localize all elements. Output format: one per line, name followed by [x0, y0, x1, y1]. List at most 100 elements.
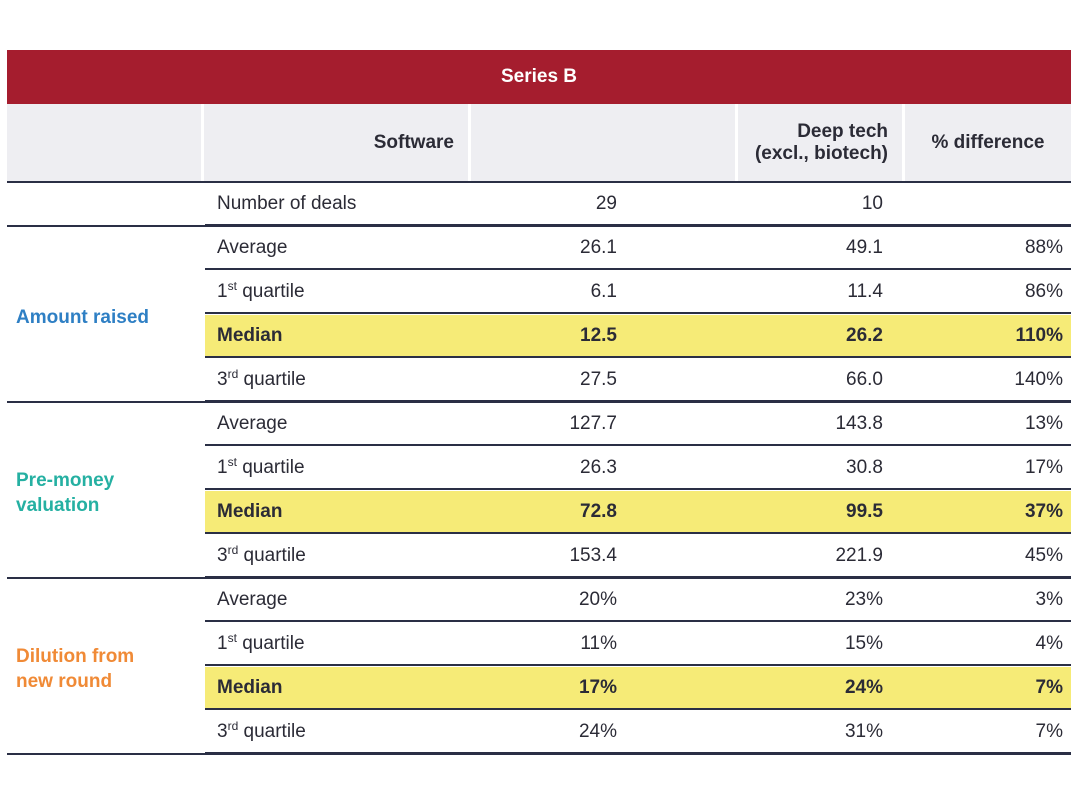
- header-percent-difference: % difference: [931, 131, 1045, 153]
- table-row: 1st quartile 11% 15% 4%: [205, 623, 1071, 666]
- median-row: Median 72.8 99.5 37%: [205, 491, 1071, 534]
- difference-value: 4%: [1035, 632, 1063, 654]
- deeptech-value: 99.5: [846, 500, 883, 522]
- table-title: Series B: [7, 50, 1071, 104]
- group-divider: [7, 401, 1071, 403]
- table-row: Number of deals 29 10: [205, 183, 1071, 226]
- software-value: 26.1: [580, 236, 617, 258]
- row-label-sup: rd: [227, 718, 239, 733]
- difference-value: 140%: [1014, 368, 1063, 390]
- software-value: 6.1: [590, 280, 617, 302]
- group-divider: [7, 225, 1071, 227]
- median-row: Median 12.5 26.2 110%: [205, 315, 1071, 358]
- row-label-main: 1: [217, 456, 228, 478]
- deeptech-value: 24%: [844, 676, 883, 698]
- difference-value: 7%: [1035, 720, 1063, 742]
- software-value: 153.4: [569, 544, 617, 566]
- row-label-main: Average: [217, 412, 288, 434]
- row-label-main: 1: [217, 632, 228, 654]
- group-label: Amount raised: [16, 306, 150, 328]
- row-label-main: Average: [217, 236, 288, 258]
- table-header-row: Software Deep tech (excl., biotech) % di…: [7, 104, 1071, 183]
- row-label: 3rd quartile: [205, 542, 517, 567]
- difference-value: 88%: [1024, 236, 1063, 258]
- row-label-main: Median: [217, 676, 283, 698]
- software-value: 27.5: [580, 368, 617, 390]
- table-row: 3rd quartile 153.4 221.9 45%: [205, 535, 1071, 578]
- deeptech-value: 30.8: [846, 456, 883, 478]
- software-value: 17%: [578, 676, 617, 698]
- difference-value: 7%: [1035, 676, 1063, 698]
- row-label-suffix: quartile: [236, 456, 305, 478]
- software-value: 26.3: [580, 456, 617, 478]
- difference-value: 17%: [1024, 456, 1063, 478]
- row-label-main: Average: [217, 588, 288, 610]
- software-value: 127.7: [569, 412, 617, 434]
- row-label-main: 3: [217, 544, 228, 566]
- difference-value: 37%: [1024, 500, 1063, 522]
- software-value: 12.5: [580, 324, 617, 346]
- row-label: 3rd quartile: [205, 366, 517, 391]
- header-separator: [201, 104, 204, 181]
- row-label-main: 3: [217, 720, 228, 742]
- header-software: Software: [373, 131, 454, 153]
- group-divider: [7, 577, 1071, 579]
- deeptech-value: 15%: [844, 632, 883, 654]
- group-divider: [7, 753, 1071, 755]
- software-value: 24%: [578, 720, 617, 742]
- difference-value: 13%: [1024, 412, 1063, 434]
- deeptech-value: 66.0: [846, 368, 883, 390]
- table-row: Average 26.1 49.1 88%: [205, 227, 1071, 270]
- row-label-sup: st: [227, 454, 237, 469]
- row-label: Median: [205, 325, 517, 347]
- table-row: 1st quartile 26.3 30.8 17%: [205, 447, 1071, 490]
- row-label-sup: rd: [227, 366, 239, 381]
- deeptech-value: 10: [861, 192, 883, 214]
- row-label: Average: [205, 589, 517, 611]
- table-row: Average 20% 23% 3%: [205, 579, 1071, 622]
- series-b-table: Series B Software Deep tech (excl., biot…: [7, 50, 1071, 763]
- row-label: 3rd quartile: [205, 718, 517, 743]
- row-label: Median: [205, 501, 517, 523]
- row-label-main: 3: [217, 368, 228, 390]
- row-label: 1st quartile: [205, 280, 517, 303]
- row-label: Average: [205, 237, 517, 259]
- table-row: Average 127.7 143.8 13%: [205, 403, 1071, 446]
- header-separator: [468, 104, 471, 181]
- row-label: Number of deals: [217, 192, 357, 214]
- row-label: Average: [205, 413, 517, 435]
- deeptech-value: 31%: [844, 720, 883, 742]
- row-label-suffix: quartile: [238, 544, 306, 566]
- row-label-main: 1: [217, 280, 228, 302]
- software-value: 11%: [580, 632, 617, 654]
- median-row: Median 17% 24% 7%: [205, 667, 1071, 710]
- table-row: 3rd quartile 27.5 66.0 140%: [205, 359, 1071, 402]
- difference-value: 86%: [1024, 280, 1063, 302]
- row-label: Median: [205, 677, 517, 699]
- group-label: Dilution from new round: [16, 646, 135, 692]
- software-value: 72.8: [580, 500, 617, 522]
- deeptech-value: 49.1: [846, 236, 883, 258]
- difference-value: [205, 183, 1063, 224]
- difference-value: 45%: [1024, 544, 1063, 566]
- header-deep-tech: Deep tech (excl., biotech): [754, 120, 888, 164]
- deeptech-value: 23%: [844, 588, 883, 610]
- row-label-main: Median: [217, 324, 283, 346]
- software-value: 20%: [578, 588, 617, 610]
- header-separator: [902, 104, 905, 181]
- row-label-sup: rd: [227, 542, 239, 557]
- row-label: 1st quartile: [205, 630, 517, 655]
- software-value: 29: [595, 192, 617, 214]
- table-body: Number of deals 29 10 Average 26.1 49.1 88% 1st…: [7, 183, 1071, 763]
- row-label-suffix: quartile: [238, 368, 306, 390]
- deeptech-value: 221.9: [835, 544, 883, 566]
- deeptech-value: 11.4: [847, 280, 883, 302]
- table-row: 3rd quartile 24% 31% 7%: [205, 711, 1071, 754]
- row-label-sup: st: [227, 630, 237, 645]
- group-label: Pre-money valuation: [16, 470, 115, 516]
- row-label-suffix: quartile: [236, 632, 305, 654]
- row-label: 1st quartile: [205, 454, 517, 479]
- deeptech-value: 143.8: [835, 412, 883, 434]
- header-separator: [735, 104, 738, 181]
- deeptech-value: 26.2: [846, 324, 883, 346]
